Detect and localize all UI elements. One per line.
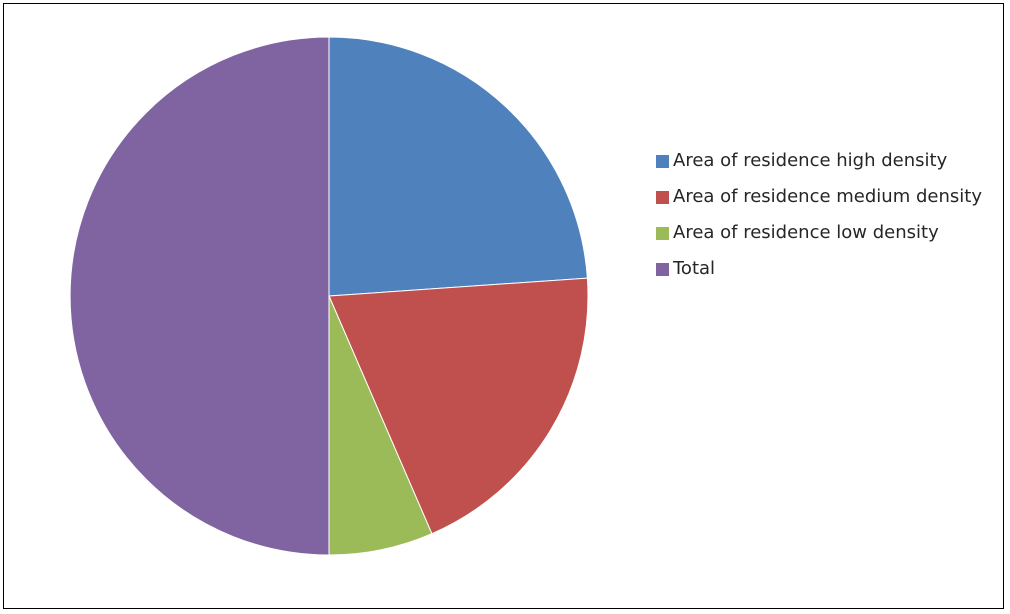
legend-swatch-low-density bbox=[656, 227, 669, 240]
legend-label-medium-density: Area of residence medium density bbox=[673, 186, 982, 207]
pie-slice-medium-density bbox=[328, 277, 589, 535]
pie-chart bbox=[69, 36, 589, 556]
chart-area: Area of residence high density Area of r… bbox=[3, 3, 1004, 609]
legend-label-total: Total bbox=[673, 258, 716, 279]
legend-swatch-total bbox=[656, 263, 669, 276]
pie-slice-total bbox=[69, 36, 330, 556]
legend-label-low-density: Area of residence low density bbox=[673, 222, 939, 243]
legend-swatch-medium-density bbox=[656, 191, 669, 204]
legend-label-high-density: Area of residence high density bbox=[673, 150, 948, 171]
legend-swatch-high-density bbox=[656, 155, 669, 168]
legend: Area of residence high density Area of r… bbox=[656, 148, 986, 292]
legend-item-high-density: Area of residence high density bbox=[656, 148, 986, 173]
legend-item-medium-density: Area of residence medium density bbox=[656, 184, 986, 209]
legend-item-total: Total bbox=[656, 256, 986, 281]
pie-slice-high-density bbox=[328, 36, 588, 297]
legend-item-low-density: Area of residence low density bbox=[656, 220, 986, 245]
